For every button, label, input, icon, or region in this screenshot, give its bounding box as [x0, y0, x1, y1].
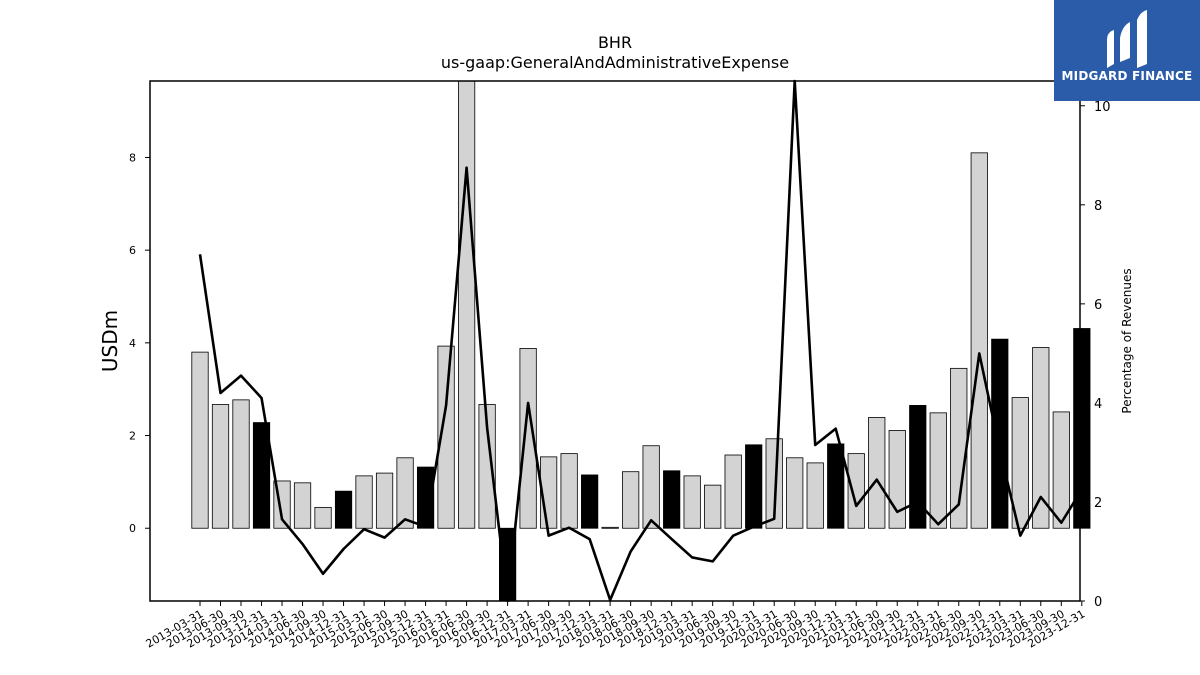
bar	[622, 471, 640, 529]
pct-revenue-line	[198, 79, 1083, 603]
bar	[437, 345, 455, 529]
y2-tick-label: 10	[1094, 100, 1111, 115]
chart-title: BHR	[598, 33, 632, 52]
bar	[724, 454, 742, 529]
bar	[888, 430, 906, 529]
bar	[1073, 328, 1091, 529]
bar	[1052, 411, 1070, 529]
y-tick-label: 4	[129, 337, 136, 350]
bar	[806, 462, 824, 529]
bar	[970, 152, 988, 529]
y2-tick-label: 6	[1094, 298, 1102, 313]
midgard-logo-icon	[1107, 10, 1147, 68]
y-tick-label: 6	[129, 244, 136, 257]
logo-text: MIDGARD FINANCE	[1061, 69, 1193, 83]
bar	[519, 348, 537, 529]
y-tick-label: 8	[129, 151, 136, 164]
bar	[355, 475, 373, 529]
bar	[601, 526, 619, 529]
y2-tick-label: 4	[1094, 397, 1102, 412]
bar	[293, 482, 312, 529]
plot-area: 0246802468102013-03-312013-06-302013-09-…	[129, 79, 1111, 651]
y-tick-label: 0	[129, 522, 136, 535]
bar	[416, 466, 435, 529]
bar	[232, 399, 250, 529]
bar	[396, 457, 414, 529]
bar	[827, 443, 845, 529]
bar	[868, 417, 886, 529]
bar	[1032, 347, 1050, 529]
bar	[991, 338, 1009, 529]
y2-tick-label: 2	[1094, 496, 1102, 511]
y2-tick-label: 8	[1094, 199, 1102, 214]
bar	[745, 444, 763, 529]
bar	[334, 490, 353, 529]
bar	[704, 484, 722, 529]
bar	[581, 474, 599, 529]
bar	[252, 422, 271, 529]
bar	[211, 404, 230, 529]
bar	[765, 438, 783, 529]
y2-axis-label: Percentage of Revenues	[1120, 268, 1134, 413]
bar	[642, 445, 660, 529]
chart-subtitle: us-gaap:GeneralAndAdministrativeExpense	[441, 53, 789, 72]
bar	[909, 405, 927, 529]
y-tick-label: 2	[129, 430, 136, 443]
bar	[478, 404, 496, 529]
bar	[847, 453, 865, 529]
plot-frame	[149, 80, 1081, 602]
bar	[929, 412, 947, 529]
y2-tick-label: 0	[1094, 595, 1102, 610]
bar	[457, 80, 476, 529]
bar	[560, 453, 578, 529]
bar	[663, 470, 681, 529]
bar	[375, 472, 394, 529]
y-axis-label: USDm	[98, 310, 122, 372]
bar	[191, 351, 209, 529]
midgard-finance-logo: MIDGARD FINANCE	[1054, 0, 1200, 101]
bar	[683, 475, 701, 529]
bar	[1011, 397, 1029, 529]
bar	[314, 506, 332, 529]
bar	[786, 457, 804, 529]
